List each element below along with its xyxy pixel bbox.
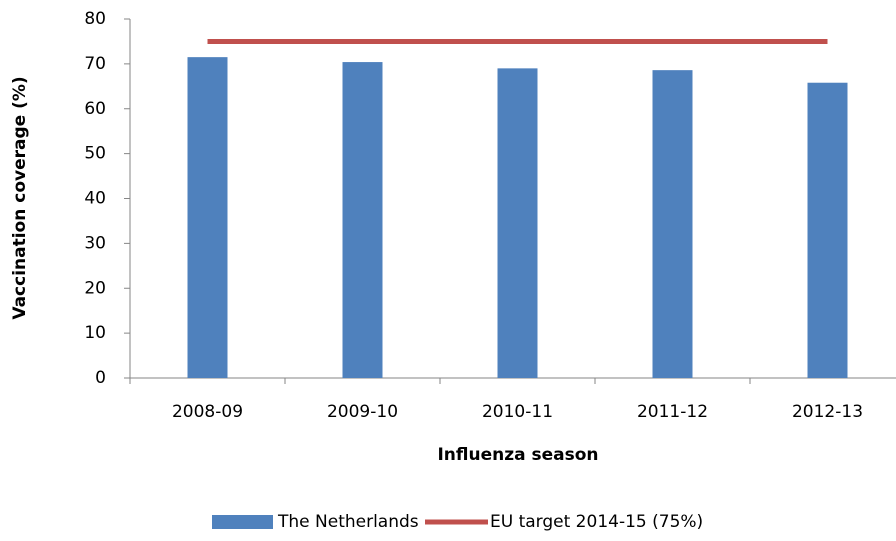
y-tick-label: 30 [84,233,106,253]
y-axis-title: Vaccination coverage (%) [10,76,30,319]
x-tick-label: 2010-11 [482,402,553,422]
x-tick-label: 2009-10 [327,402,398,422]
legend-label: The Netherlands [277,512,419,532]
bar [342,62,383,379]
y-tick-label: 60 [84,99,106,119]
bar [497,68,538,379]
y-tick-label: 10 [84,323,106,343]
x-axis-title: Influenza season [437,445,598,465]
x-tick-label: 2011-12 [637,402,708,422]
y-tick-label: 50 [84,144,106,164]
y-tick-label: 70 [84,54,106,74]
y-tick-label: 0 [95,368,106,388]
legend-label: EU target 2014-15 (75%) [490,512,703,532]
y-tick-label: 80 [84,9,106,29]
y-tick-label: 20 [84,278,106,298]
bar [187,57,228,379]
x-tick-label: 2008-09 [172,402,243,422]
y-tick-label: 40 [84,189,106,209]
bar [807,82,848,378]
legend-swatch [212,515,273,529]
x-tick-label: 2012-13 [792,402,863,422]
bar [652,70,693,378]
